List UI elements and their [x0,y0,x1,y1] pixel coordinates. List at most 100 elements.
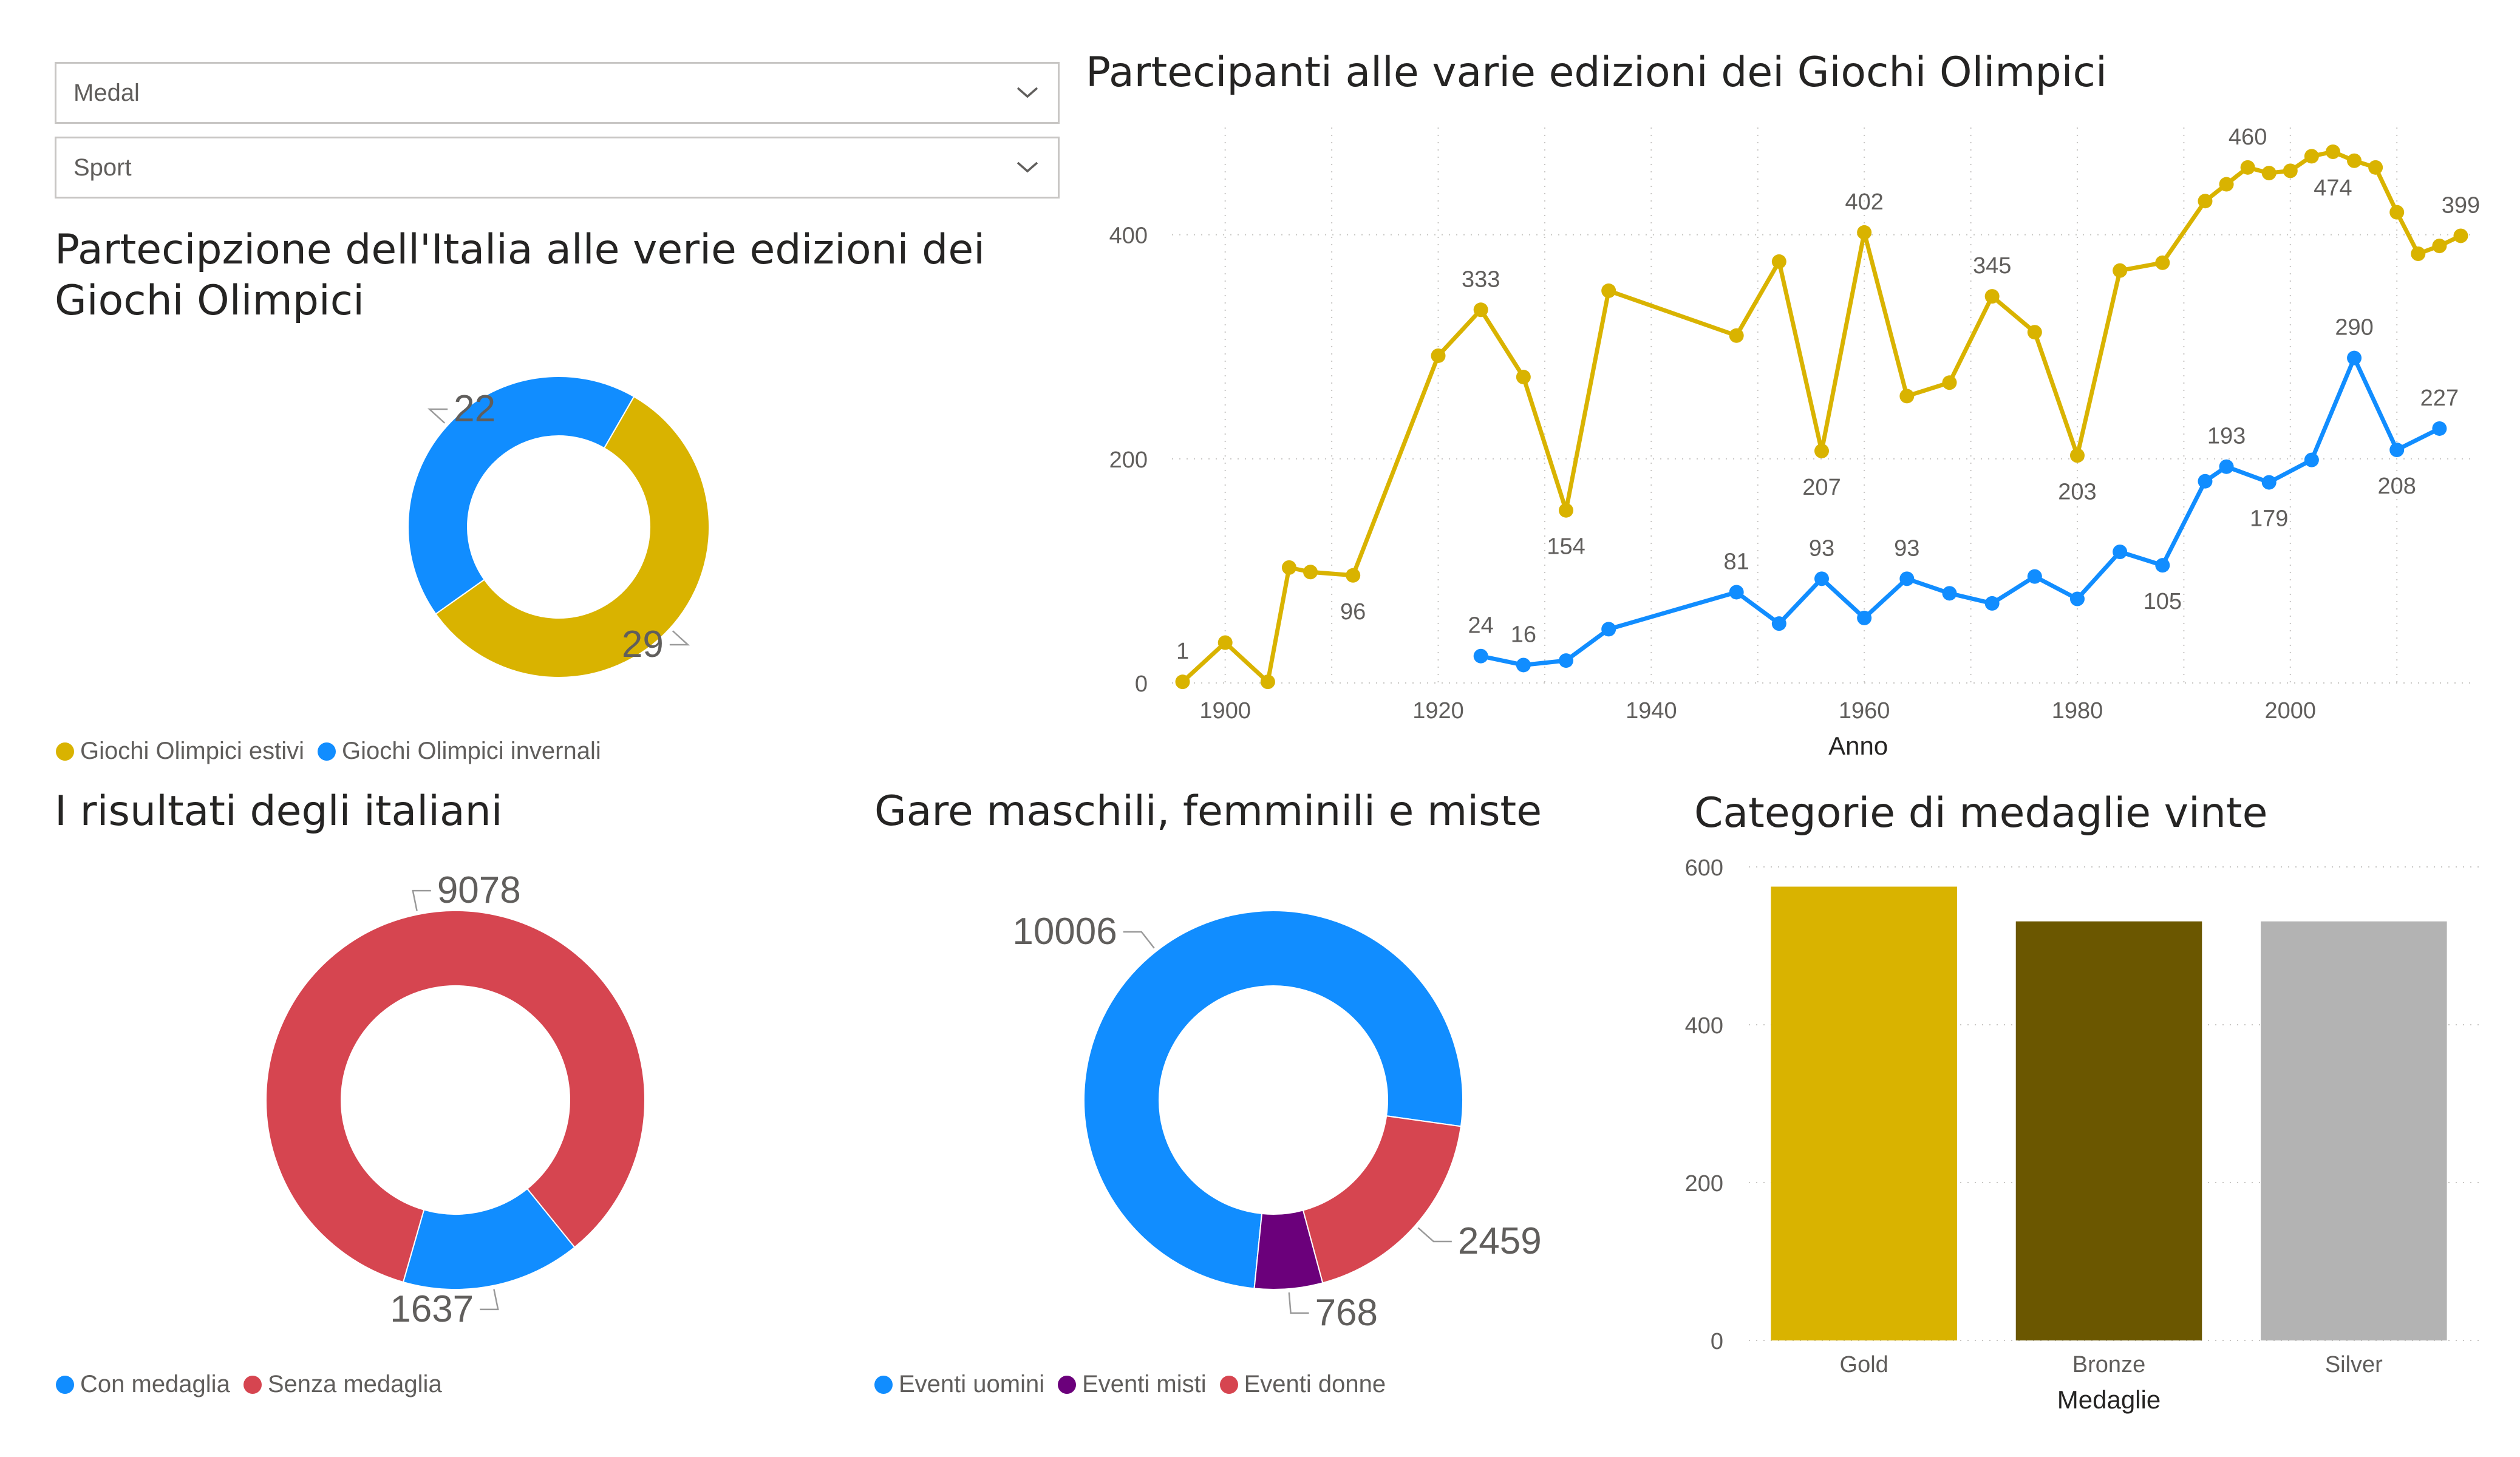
data-point[interactable] [2113,545,2128,560]
data-label: 227 [2420,385,2459,411]
medal-categories-title: Categorie di medaglie vinte [1694,789,2268,837]
medal-slicer[interactable]: Medal [55,62,1060,124]
data-point[interactable] [2347,153,2362,168]
data-point[interactable] [1984,596,2000,611]
data-point[interactable] [2155,255,2170,270]
bar-silver[interactable] [2261,921,2447,1340]
data-point[interactable] [1516,370,1531,385]
data-label: 179 [2250,506,2288,532]
data-point[interactable] [1729,328,1744,343]
data-point[interactable] [1473,648,1488,664]
data-point[interactable] [2432,239,2447,254]
data-label: 207 [1802,475,1841,500]
data-label: 193 [2207,424,2246,449]
chevron-down-icon[interactable] [1015,158,1040,176]
data-point[interactable] [1559,653,1574,668]
data-point[interactable] [2389,443,2405,458]
data-point[interactable] [2304,452,2319,467]
legend-item[interactable]: Con medaglia [56,1371,230,1398]
data-point[interactable] [2411,246,2426,261]
data-point[interactable] [1771,616,1786,631]
data-point[interactable] [1559,503,1574,518]
data-point[interactable] [1601,622,1616,637]
donut-slice-eventi-misti[interactable] [1253,1209,1324,1290]
data-point[interactable] [2069,591,2085,606]
data-label: 16 [1511,622,1536,647]
data-point[interactable] [1431,348,1446,363]
data-point[interactable] [2453,228,2468,243]
legend-item[interactable]: Eventi donne [1219,1371,1386,1398]
data-point[interactable] [2027,325,2042,340]
data-label: 290 [2335,315,2373,341]
y-tick-label: 400 [1685,1013,1723,1039]
legend-item[interactable]: Giochi Olimpici invernali [317,738,601,765]
data-point[interactable] [1984,289,2000,304]
data-point[interactable] [1217,635,1233,650]
x-tick-label: 1920 [1412,698,1464,724]
x-tick-label: Bronze [2072,1352,2145,1377]
legend-item[interactable]: Eventi uomini [874,1371,1044,1398]
donut-slice-senza-medaglia[interactable] [265,910,645,1283]
data-point[interactable] [2198,194,2213,209]
sport-slicer[interactable]: Sport [55,137,1060,199]
data-label: 1 [1176,639,1189,664]
legend-item[interactable]: Eventi misti [1058,1371,1207,1398]
donut-slice-giochi-olimpici-estivi[interactable] [435,395,710,678]
data-point[interactable] [1771,254,1786,269]
data-point[interactable] [2261,166,2277,181]
data-point[interactable] [2155,558,2170,573]
data-point[interactable] [1473,302,1488,318]
data-point[interactable] [1814,443,1829,458]
data-point[interactable] [2283,163,2298,178]
data-label: 345 [1973,253,2011,279]
chevron-down-icon[interactable] [1015,83,1040,101]
data-point[interactable] [1942,586,1957,601]
data-point[interactable] [2347,350,2362,365]
data-point[interactable] [2368,160,2383,175]
data-point[interactable] [2389,205,2405,220]
legend-item[interactable]: Senza medaglia [243,1371,442,1398]
data-point[interactable] [2113,263,2128,278]
data-point[interactable] [2325,144,2340,159]
data-point[interactable] [1281,560,1296,575]
bar-bronze[interactable] [2015,921,2202,1340]
donut-slice-con-medaglia[interactable] [402,1187,576,1290]
x-tick-label: 1940 [1626,698,1677,724]
data-point[interactable] [1346,568,1361,583]
data-point[interactable] [1899,389,1915,404]
data-point[interactable] [2261,475,2277,490]
data-point[interactable] [2069,448,2085,463]
donut-slice-eventi-donne[interactable] [1302,1115,1462,1284]
data-point[interactable] [1814,571,1829,586]
legend-item[interactable]: Giochi Olimpici estivi [56,738,304,765]
data-point[interactable] [1857,610,1872,625]
y-tick-label: 200 [1109,447,1148,473]
data-point[interactable] [2219,177,2234,192]
data-point[interactable] [1857,225,1872,240]
data-point[interactable] [2219,459,2234,474]
donut-slice-eventi-uomini[interactable] [1083,910,1463,1289]
data-point[interactable] [1899,571,1915,586]
donut-data-label: 22 [454,388,495,430]
bar-gold[interactable] [1771,886,1957,1341]
series-line-1[interactable] [1480,356,2440,667]
data-point[interactable] [2432,421,2447,436]
data-point[interactable] [1260,674,1275,690]
data-point[interactable] [2027,569,2042,584]
data-point[interactable] [2198,474,2213,489]
data-point[interactable] [1942,375,1957,390]
data-label: 402 [1845,189,1883,215]
data-label: 203 [2058,479,2096,504]
data-point[interactable] [1601,283,1616,298]
data-point[interactable] [1303,565,1318,580]
series-line-0[interactable] [1181,149,2462,684]
data-point[interactable] [1729,585,1744,600]
donut-data-label: 29 [622,623,664,665]
data-point[interactable] [1516,657,1531,673]
data-point[interactable] [2304,149,2319,164]
donut-slice-giochi-olimpici-invernali[interactable] [407,375,635,615]
data-point[interactable] [2240,160,2255,175]
data-point[interactable] [1175,674,1190,690]
